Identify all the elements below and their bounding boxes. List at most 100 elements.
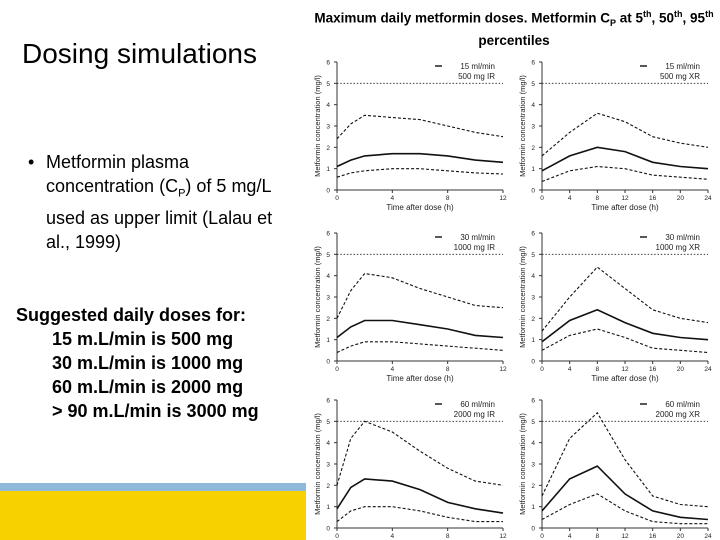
x-tick-label: 20	[677, 533, 685, 540]
suggested-line: 15 m.L/min is 500 mg	[52, 329, 234, 349]
chart-title-part: , 95	[682, 10, 706, 26]
x-tick-label: 24	[704, 533, 712, 540]
legend-label: 1000 mg XR	[656, 243, 701, 252]
footer-band-blue	[0, 483, 306, 491]
y-tick-label: 6	[326, 398, 330, 405]
y-tick-label: 6	[326, 60, 330, 67]
y-tick-label: 3	[531, 462, 535, 469]
y-tick-label: 0	[531, 188, 535, 195]
y-tick-label: 4	[531, 102, 535, 109]
x-tick-label: 8	[446, 366, 450, 373]
x-axis-label: Time after dose (h)	[591, 203, 659, 212]
x-tick-label: 0	[540, 366, 544, 373]
y-tick-label: 4	[326, 102, 330, 109]
x-tick-label: 24	[704, 195, 712, 202]
footer-band-yellow	[0, 491, 306, 540]
x-tick-label: 20	[677, 195, 685, 202]
suggested-doses: Suggested daily doses for: 15 m.L/min is…	[16, 303, 306, 423]
x-axis-label: Time after dose (h)	[386, 374, 454, 383]
y-tick-label: 2	[326, 316, 330, 323]
series-line-percentile	[541, 493, 708, 525]
y-tick-label: 5	[531, 252, 535, 259]
series-line-median	[541, 308, 709, 343]
x-tick-label: 16	[649, 366, 657, 373]
x-tick-label: 8	[446, 195, 450, 202]
bullet-text-part1: Metformin plasma concentration (C	[46, 152, 190, 196]
legend-label: 30 ml/min	[665, 233, 700, 242]
series-line-percentile	[336, 114, 504, 140]
y-tick-label: 3	[326, 462, 330, 469]
y-tick-label: 3	[531, 124, 535, 131]
legend-label: 60 ml/min	[665, 400, 700, 409]
legend-label: 500 mg XR	[660, 72, 700, 81]
y-tick-label: 6	[326, 231, 330, 238]
x-tick-label: 0	[540, 195, 544, 202]
y-axis-label: Metformin concentration (mg/l)	[313, 246, 322, 348]
suggested-line: 30 m.L/min is 1000 mg	[52, 353, 244, 373]
y-tick-label: 5	[326, 252, 330, 259]
series-line-median	[336, 152, 504, 168]
x-tick-label: 4	[568, 533, 572, 540]
chart-title-part: Maximum daily metformin doses. Metformin…	[314, 10, 610, 26]
series-line-percentile	[541, 411, 709, 508]
x-tick-label: 0	[335, 533, 339, 540]
chart-title-sub: P	[609, 18, 616, 29]
legend-label: 30 ml/min	[460, 233, 495, 242]
x-axis-label: Time after dose (h)	[386, 203, 454, 212]
y-tick-label: 0	[326, 188, 330, 195]
x-tick-label: 16	[649, 195, 657, 202]
footer-divider	[0, 482, 306, 483]
y-tick-label: 6	[531, 231, 535, 238]
y-axis-label: Metformin concentration (mg/l)	[518, 413, 527, 515]
chart-title-part: at 5	[616, 10, 644, 26]
y-tick-label: 2	[531, 316, 535, 323]
x-axis-label: Time after dose (h)	[591, 374, 659, 383]
suggested-line: 60 m.L/min is 2000 mg	[52, 377, 244, 397]
x-tick-label: 20	[677, 366, 685, 373]
x-tick-label: 8	[596, 195, 600, 202]
chart-title-part: , 50	[651, 10, 675, 26]
series-line-percentile	[541, 112, 709, 157]
slide-title: Dosing simulations	[22, 38, 257, 69]
bullet-text: Metformin plasma concentration (CP) of 5…	[46, 150, 278, 254]
series-line-percentile	[541, 266, 709, 332]
bullet-text-part2: ) of 5 mg/L used as upper limit (Lalau e…	[46, 176, 273, 252]
y-tick-label: 1	[326, 337, 330, 344]
y-tick-label: 1	[531, 166, 535, 173]
y-tick-label: 3	[326, 295, 330, 302]
x-tick-label: 12	[499, 366, 507, 373]
y-tick-label: 5	[531, 81, 535, 88]
y-axis-label: Metformin concentration (mg/l)	[518, 75, 527, 177]
y-tick-label: 1	[326, 504, 330, 511]
legend-label: 60 ml/min	[460, 400, 495, 409]
suggested-line: > 90 m.L/min is 3000 mg	[52, 401, 259, 421]
y-tick-label: 6	[531, 398, 535, 405]
y-tick-label: 2	[531, 483, 535, 490]
x-tick-label: 4	[391, 195, 395, 202]
x-tick-label: 8	[446, 533, 450, 540]
y-tick-label: 6	[531, 60, 535, 67]
y-tick-label: 4	[531, 440, 535, 447]
legend-label: 2000 mg IR	[454, 410, 496, 419]
x-tick-label: 12	[499, 533, 507, 540]
legend-label: 15 ml/min	[460, 62, 495, 71]
x-tick-label: 16	[649, 533, 657, 540]
y-tick-label: 2	[531, 145, 535, 152]
x-tick-label: 12	[499, 195, 507, 202]
series-line-median	[541, 146, 709, 172]
x-tick-label: 12	[621, 533, 629, 540]
legend-label: 15 ml/min	[665, 62, 700, 71]
x-tick-label: 4	[391, 533, 395, 540]
y-tick-label: 3	[531, 295, 535, 302]
y-tick-label: 3	[326, 124, 330, 131]
chart-title-part: percentiles	[478, 33, 550, 49]
series-line-percentile	[336, 420, 504, 486]
y-tick-label: 4	[326, 440, 330, 447]
series-line-median	[541, 465, 709, 521]
